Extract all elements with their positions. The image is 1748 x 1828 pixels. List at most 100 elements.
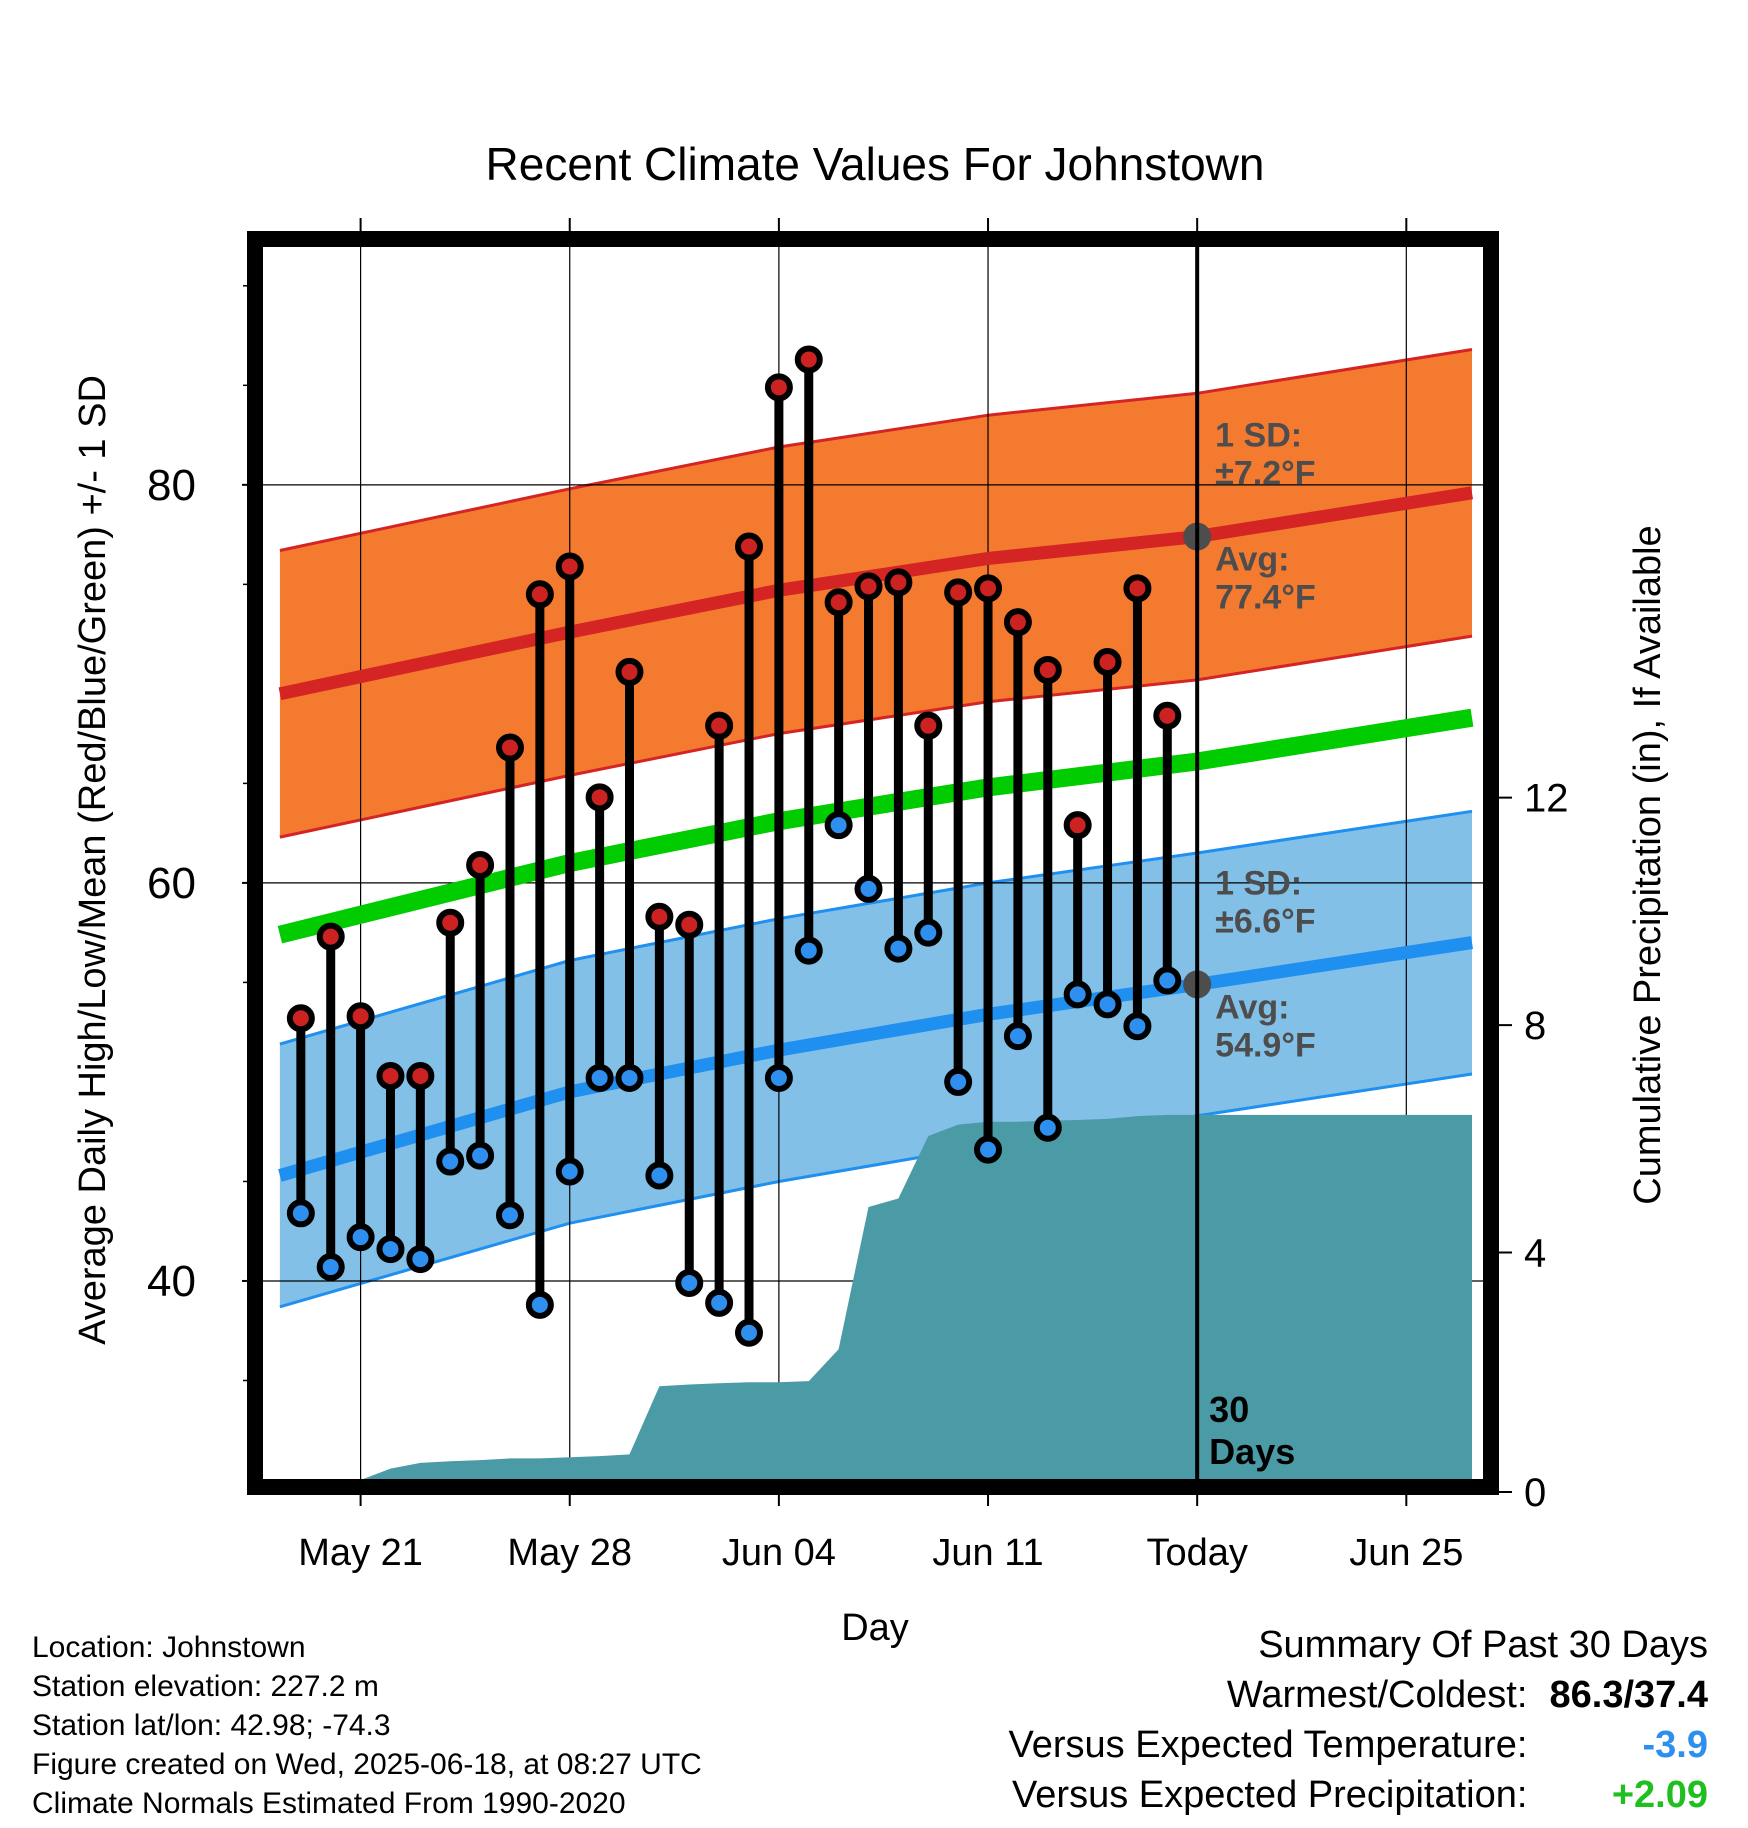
low-point bbox=[914, 918, 943, 947]
high-point bbox=[346, 1002, 375, 1031]
precipitation-fill bbox=[360, 1114, 1473, 1480]
today-days-label: 30 Days bbox=[1209, 1389, 1295, 1472]
low-point bbox=[1153, 966, 1182, 995]
high-sd-band-lower-edge bbox=[279, 634, 1473, 839]
high-avg-value: 77.4°F bbox=[1215, 579, 1316, 617]
low-point bbox=[705, 1288, 734, 1317]
summary-panel: Summary Of Past 30 Days Warmest/Coldest:… bbox=[1009, 1620, 1708, 1820]
plot-border bbox=[247, 231, 1499, 1495]
high-point bbox=[525, 580, 554, 609]
high-point bbox=[854, 572, 883, 601]
high-normal-line bbox=[278, 486, 1474, 701]
low-point bbox=[406, 1245, 435, 1274]
precip-value: +2.09 bbox=[1611, 1774, 1708, 1816]
high-point bbox=[705, 711, 734, 740]
high-point bbox=[645, 902, 674, 931]
high-point bbox=[585, 783, 614, 812]
low-point bbox=[1063, 980, 1092, 1009]
high-point bbox=[974, 574, 1003, 603]
x-tick-label: Jun 11 bbox=[932, 1532, 1043, 1574]
summary-temp-row: Versus Expected Temperature: -3.9 bbox=[1009, 1720, 1708, 1770]
high-point bbox=[436, 908, 465, 937]
normals-text: Climate Normals Estimated From 1990-2020 bbox=[32, 1787, 626, 1820]
latlon-text: Station lat/lon: 42.98; -74.3 bbox=[32, 1709, 391, 1742]
y2-tick-label: 4 bbox=[1524, 1232, 1546, 1276]
y-tick-label: 40 bbox=[147, 1257, 196, 1306]
low-point bbox=[944, 1067, 973, 1096]
y2-tick-label: 0 bbox=[1524, 1471, 1546, 1515]
x-tick-label: May 21 bbox=[298, 1532, 423, 1574]
y-tick-label: 80 bbox=[147, 461, 196, 510]
low-sd-value: ±6.6°F bbox=[1215, 902, 1315, 940]
high-point bbox=[406, 1061, 435, 1090]
low-point bbox=[1093, 990, 1122, 1019]
high-point bbox=[1153, 701, 1182, 730]
summary-title: Summary Of Past 30 Days bbox=[1258, 1624, 1708, 1666]
warmest-label: Warmest/Coldest: bbox=[1226, 1674, 1528, 1716]
mean-normal-line bbox=[277, 708, 1474, 944]
low-point bbox=[466, 1141, 495, 1170]
summary-precip-row: Versus Expected Precipitation: +2.09 bbox=[1009, 1770, 1708, 1820]
axes: May 21 May 28 Jun 04 Jun 11 Today Jun 2540608… bbox=[147, 218, 1569, 1574]
precip-label: Versus Expected Precipitation: bbox=[1012, 1774, 1528, 1816]
high-sd-label: 1 SD: bbox=[1215, 417, 1302, 455]
low-point bbox=[615, 1063, 644, 1092]
x-axis-label: Day bbox=[841, 1607, 909, 1649]
high-point bbox=[1063, 811, 1092, 840]
x-tick-label: Jun 04 bbox=[722, 1532, 836, 1574]
today-days-label-line: 30 bbox=[1209, 1389, 1249, 1430]
y2-axis-label: Cumulative Precipitation (in), If Availa… bbox=[1627, 525, 1669, 1204]
high-point bbox=[735, 532, 764, 561]
low-avg-label: Avg: bbox=[1215, 988, 1289, 1026]
chart-title: Recent Climate Values For Johnstown bbox=[486, 138, 1265, 190]
high-point bbox=[914, 711, 943, 740]
y-tick-label: 60 bbox=[147, 859, 196, 908]
low-point bbox=[854, 874, 883, 903]
x-tick-label: May 28 bbox=[507, 1532, 632, 1574]
high-point bbox=[675, 910, 704, 939]
high-point bbox=[495, 733, 524, 762]
low-point bbox=[675, 1268, 704, 1297]
low-normal-line bbox=[278, 936, 1473, 1182]
today-days-label-line: Days bbox=[1209, 1431, 1295, 1472]
y2-tick-label: 12 bbox=[1524, 777, 1569, 821]
high-point bbox=[1123, 574, 1152, 603]
temp-label: Versus Expected Temperature: bbox=[1008, 1724, 1528, 1766]
high-point bbox=[884, 568, 913, 597]
high-point bbox=[286, 1004, 315, 1033]
low-sd-band bbox=[279, 811, 1472, 1307]
high-avg-label: Avg: bbox=[1215, 541, 1289, 579]
y-axis-label: Average Daily High/Low/Mean (Red/Blue/Gr… bbox=[72, 375, 114, 1345]
low-point bbox=[495, 1201, 524, 1230]
low-point bbox=[974, 1135, 1003, 1164]
high-point bbox=[466, 850, 495, 879]
low-point bbox=[1123, 1012, 1152, 1041]
summary-warmest-row: Warmest/Coldest: 86.3/37.4 bbox=[1009, 1670, 1708, 1720]
low-point bbox=[555, 1157, 584, 1186]
low-point bbox=[316, 1253, 345, 1282]
high-point bbox=[824, 588, 853, 617]
daily-range-stems bbox=[296, 359, 1172, 1333]
high-point bbox=[1093, 647, 1122, 676]
low-point bbox=[1033, 1113, 1062, 1142]
low-sd-label: 1 SD: bbox=[1215, 864, 1302, 902]
high-point bbox=[1033, 655, 1062, 684]
low-point bbox=[346, 1223, 375, 1252]
low-point bbox=[436, 1147, 465, 1176]
low-point bbox=[824, 811, 853, 840]
high-point bbox=[794, 345, 823, 374]
normal-lines bbox=[277, 486, 1474, 1182]
high-sd-value: ±7.2°F bbox=[1215, 455, 1315, 493]
precipitation-area bbox=[360, 1114, 1473, 1480]
low-sd-band-lower-edge bbox=[279, 1072, 1473, 1309]
high-point bbox=[555, 552, 584, 581]
low-point bbox=[525, 1290, 554, 1319]
high-point bbox=[615, 657, 644, 686]
created-text: Figure created on Wed, 2025-06-18, at 08… bbox=[32, 1748, 702, 1781]
high-point bbox=[944, 578, 973, 607]
station-info: Location: Johnstown Station elevation: 2… bbox=[32, 1628, 702, 1823]
low-point bbox=[286, 1199, 315, 1228]
low-point bbox=[585, 1063, 614, 1092]
low-point bbox=[1003, 1022, 1032, 1051]
